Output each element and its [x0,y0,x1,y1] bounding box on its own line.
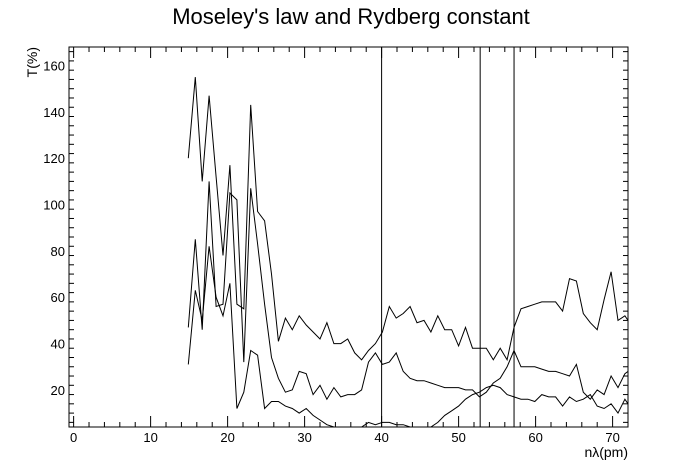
series-line-3 [187,246,629,428]
y-tick-label: 40 [51,337,65,352]
x-tick-label: 40 [374,430,388,445]
y-tick-label: 100 [43,198,65,213]
x-tick-label: 10 [143,430,157,445]
x-tick-label: 50 [451,430,465,445]
y-tick-label: 60 [51,290,65,305]
y-tick-label: 80 [51,244,65,259]
x-tick-label: 0 [70,430,77,445]
y-axis: 20 40 60 80 100 120 140 160 [43,51,628,423]
y-axis-label: T(%) [24,47,40,77]
x-tick-label: 20 [220,430,234,445]
x-axis-label: nλ(pm) [584,444,628,460]
x-tick-label: 70 [605,430,619,445]
y-tick-label: 140 [43,105,65,120]
vertical-markers [381,47,515,427]
y-tick-label: 20 [51,383,65,398]
y-tick-label: 120 [43,151,65,166]
y-tick-label: 160 [43,59,65,74]
x-axis: 0 10 20 30 40 50 60 70 [70,47,629,445]
data-series [187,77,629,428]
x-tick-label: 30 [297,430,311,445]
chart-title: Moseley's law and Rydberg constant [172,4,530,29]
x-tick-label: 60 [528,430,542,445]
series-line-1 [187,77,629,362]
series-line-2 [187,181,629,401]
plot-area [68,46,629,428]
